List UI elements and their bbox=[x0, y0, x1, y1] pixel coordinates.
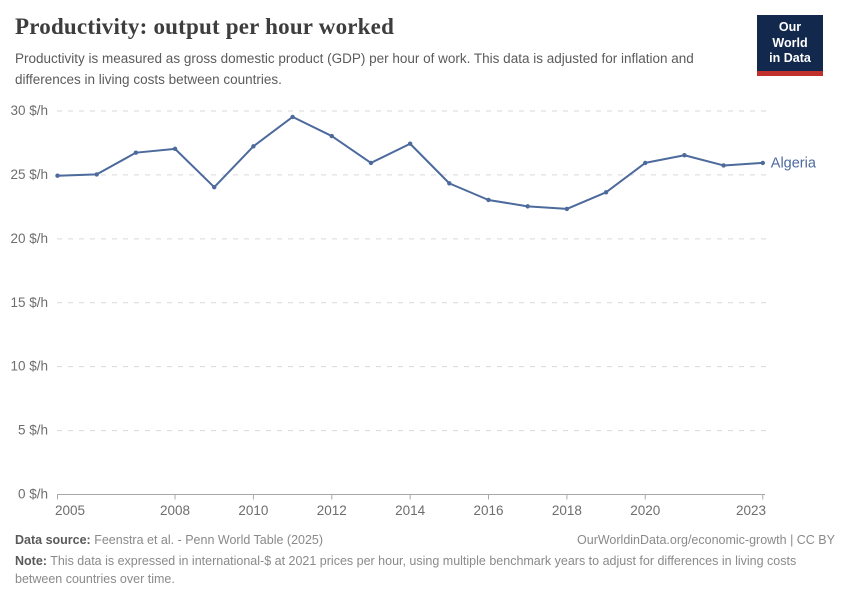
data-point bbox=[682, 153, 687, 158]
data-point bbox=[564, 206, 570, 212]
data-point bbox=[760, 160, 765, 166]
data-source-value: Feenstra et al. - Penn World Table (2025… bbox=[90, 533, 324, 547]
owid-logo-text: Our World in Data bbox=[757, 15, 823, 71]
series-end-label: Algeria bbox=[771, 155, 817, 171]
data-point bbox=[329, 133, 334, 139]
data-point bbox=[251, 144, 256, 149]
x-tick-label: 2010 bbox=[238, 503, 268, 518]
data-point bbox=[486, 197, 491, 203]
data-point bbox=[94, 172, 99, 177]
x-tick-label: 2018 bbox=[552, 503, 582, 518]
data-source: Data source: Feenstra et al. - Penn Worl… bbox=[15, 531, 323, 549]
y-tick-label: 10 $/h bbox=[10, 359, 48, 374]
y-tick-label: 30 $/h bbox=[10, 103, 48, 118]
data-point bbox=[133, 150, 139, 155]
x-tick-label: 2014 bbox=[395, 503, 426, 518]
x-tick-label: 2012 bbox=[317, 503, 347, 518]
data-point bbox=[643, 160, 648, 166]
data-point bbox=[55, 173, 60, 178]
chart-title: Productivity: output per hour worked bbox=[15, 14, 395, 39]
owid-logo[interactable]: Our World in Data bbox=[757, 15, 823, 76]
data-point bbox=[172, 146, 178, 152]
data-point bbox=[525, 204, 530, 209]
footer-row: Data source: Feenstra et al. - Penn Worl… bbox=[15, 531, 835, 549]
owid-url-link[interactable]: OurWorldinData.org/economic-growth | CC … bbox=[577, 533, 835, 547]
y-tick-label: 20 $/h bbox=[10, 231, 48, 246]
data-point bbox=[212, 185, 217, 190]
x-tick-label: 2020 bbox=[630, 503, 660, 518]
chart-footer: Data source: Feenstra et al. - Penn Worl… bbox=[15, 531, 835, 588]
line-chart[interactable]: 0 $/h 5 $/h 10 $/h 15 $/h 20 $/h 25 $/h 30 $/h… bbox=[0, 0, 850, 535]
y-tick-label: 5 $/h bbox=[18, 423, 48, 438]
x-tick-label: 2023 bbox=[736, 503, 766, 518]
chart-subtitle: Productivity is measured as gross domest… bbox=[15, 51, 694, 87]
data-point bbox=[368, 160, 374, 166]
y-tick-label: 25 $/h bbox=[10, 167, 48, 182]
x-tick-label: 2016 bbox=[473, 503, 503, 518]
owid-logo-line1: Our World bbox=[772, 20, 808, 50]
chart-header: Productivity: output per hour worked Pro… bbox=[15, 14, 835, 91]
x-tick-label: 2008 bbox=[160, 503, 190, 518]
data-point bbox=[407, 141, 413, 146]
y-tick-label: 0 $/h bbox=[18, 487, 48, 502]
footer-note: Note: This data is expressed in internat… bbox=[15, 552, 835, 588]
owid-logo-red-bar bbox=[757, 70, 823, 76]
note-label: Note: bbox=[15, 554, 47, 569]
data-source-label: Data source: bbox=[15, 533, 91, 547]
x-tick-label: 2005 bbox=[55, 503, 85, 518]
data-point bbox=[721, 163, 726, 168]
data-point bbox=[290, 114, 295, 120]
note-value: This data is expressed in international-… bbox=[15, 554, 797, 587]
data-point bbox=[447, 181, 452, 186]
data-line bbox=[56, 115, 764, 210]
data-point bbox=[603, 190, 609, 195]
y-tick-label: 15 $/h bbox=[10, 295, 48, 310]
owid-logo-line2: in Data bbox=[769, 51, 811, 66]
